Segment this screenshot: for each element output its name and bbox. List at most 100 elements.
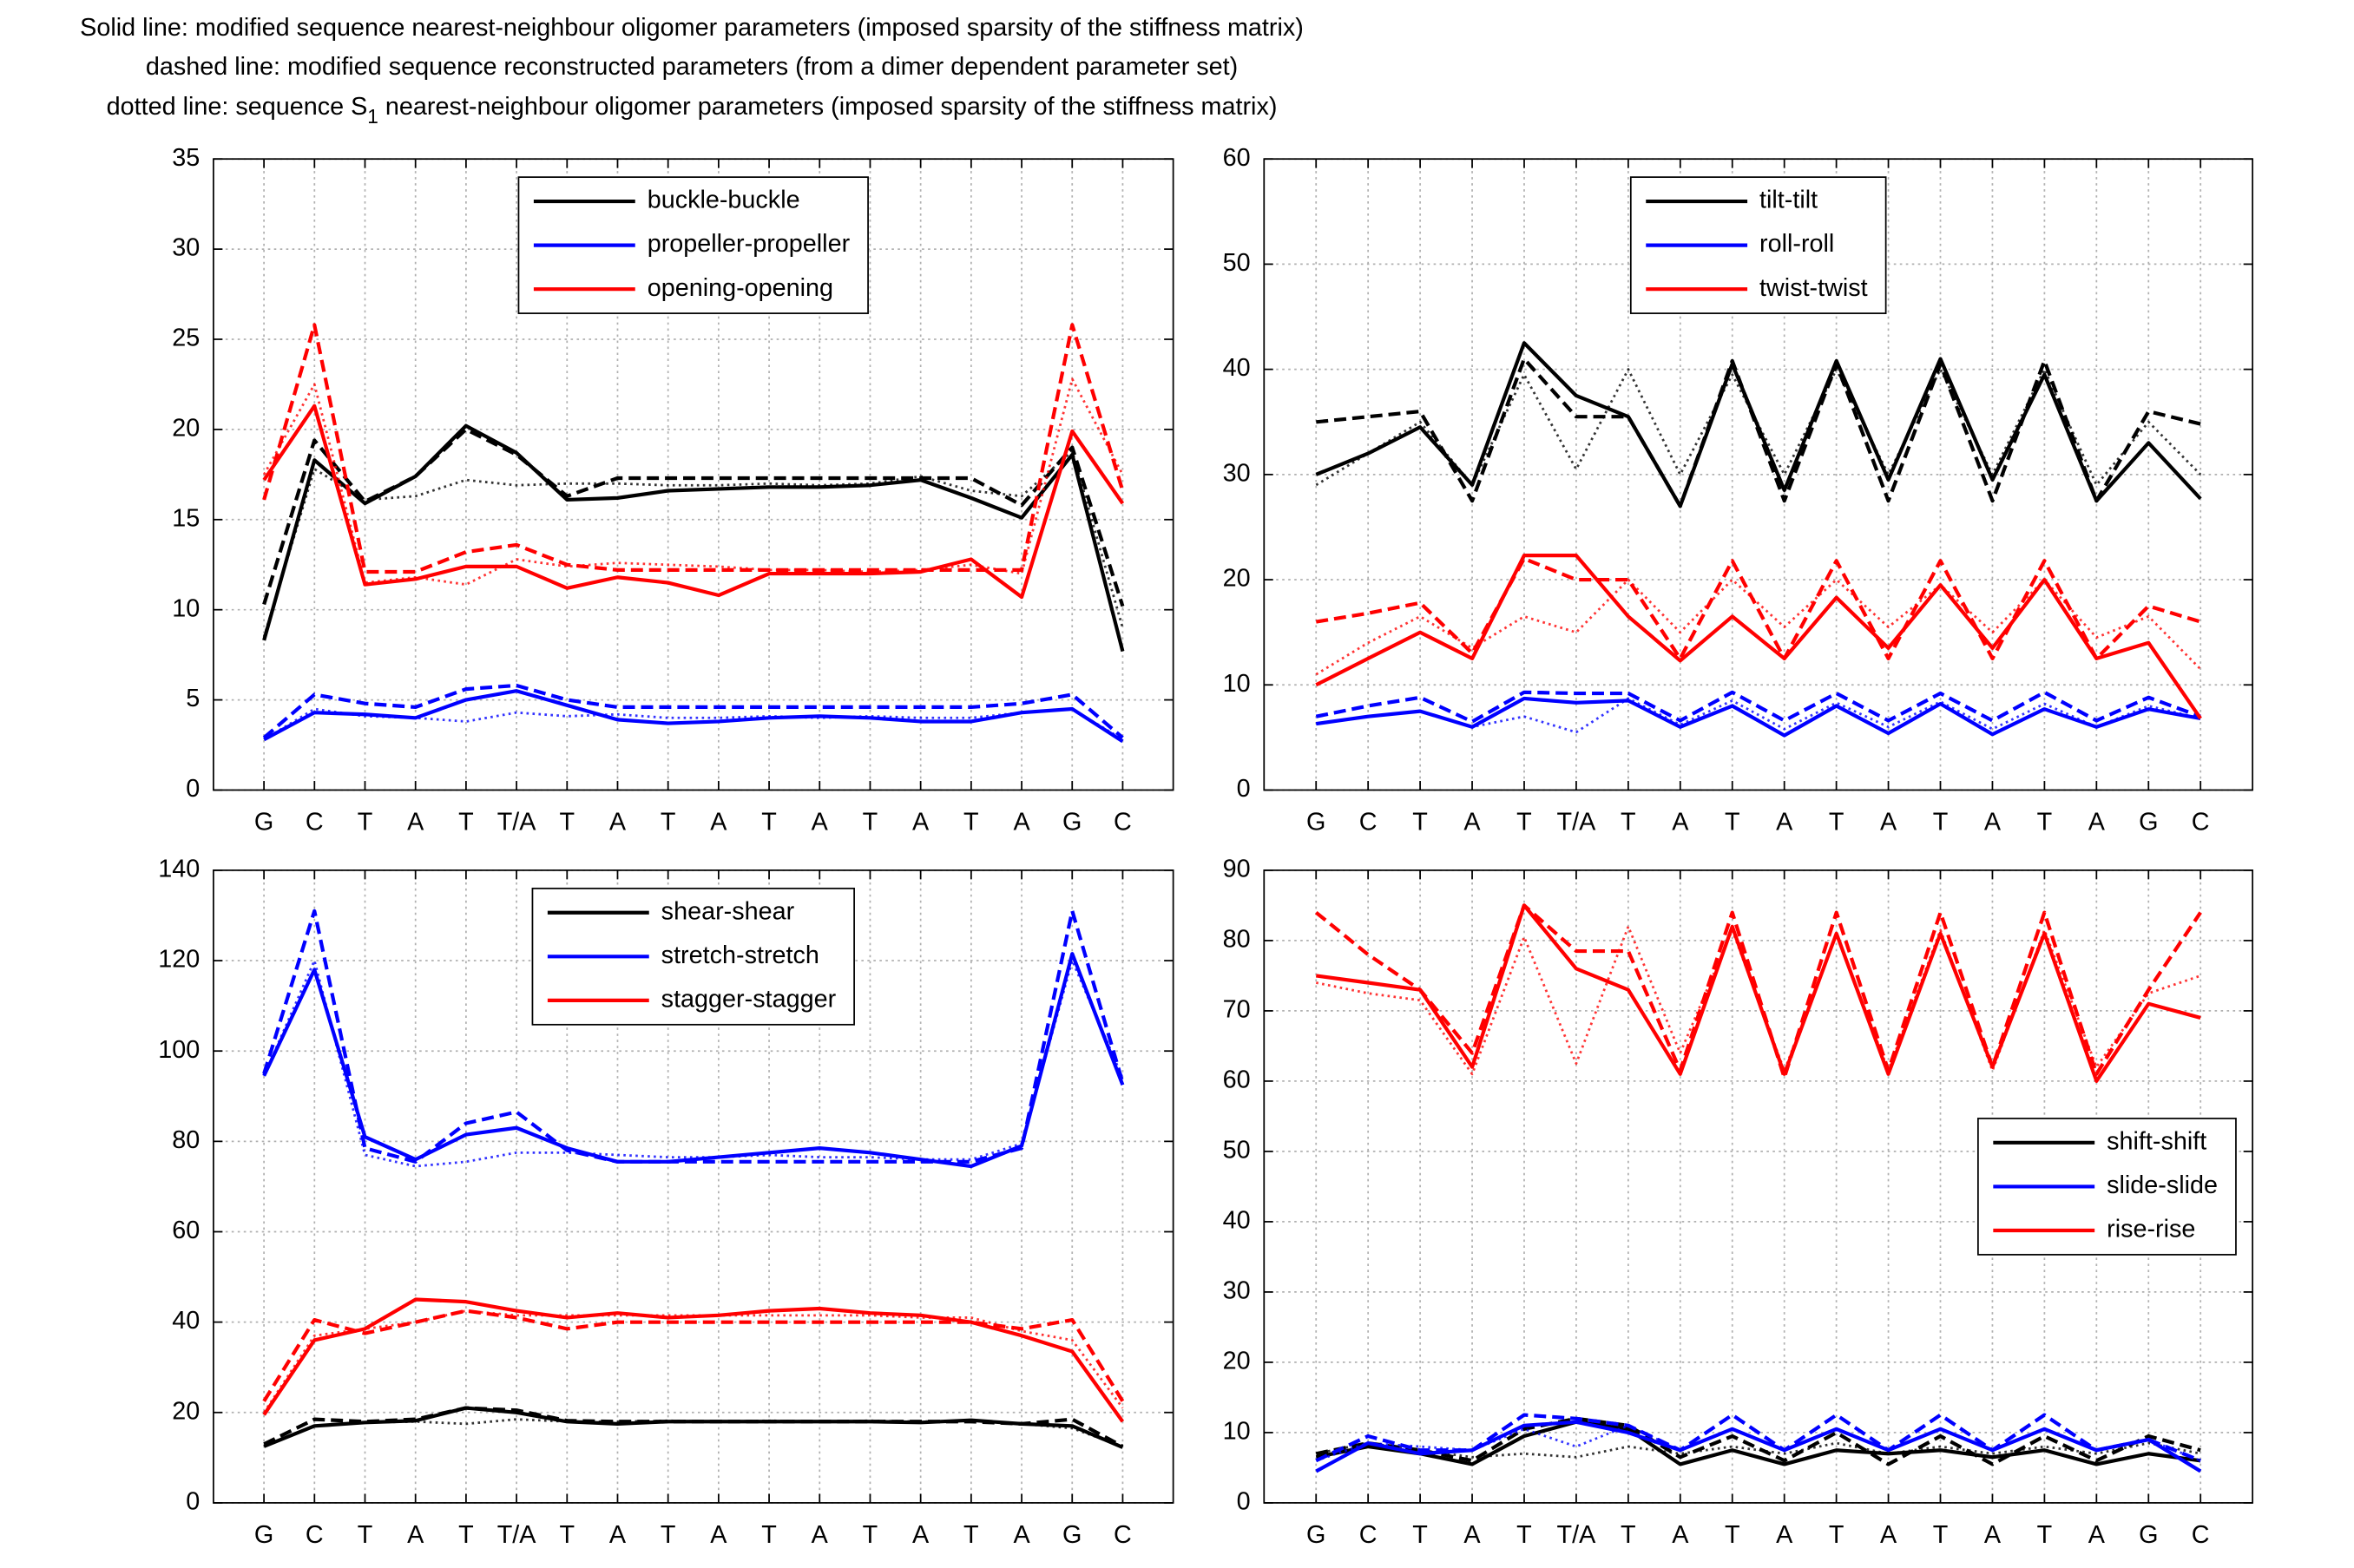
x-tick-label: T	[963, 1521, 979, 1549]
x-tick-label: G	[1306, 1521, 1325, 1549]
legend-label: twist-twist	[1759, 274, 1868, 302]
y-tick-label: 25	[172, 325, 200, 352]
y-tick-label: 35	[172, 144, 200, 172]
series-line	[263, 1418, 1123, 1448]
series-line	[1315, 696, 2201, 738]
x-tick-label: T	[559, 1521, 575, 1549]
y-tick-label: 20	[1223, 1348, 1251, 1375]
series-line	[1314, 903, 2202, 1079]
series-line	[262, 952, 1125, 1169]
y-tick-label: 60	[1223, 1066, 1251, 1094]
y-tick-label: 0	[186, 775, 200, 803]
x-tick-label: A	[812, 808, 829, 836]
series-line	[1315, 1413, 2201, 1463]
y-tick-label: 60	[172, 1217, 200, 1244]
axes-box	[1263, 869, 2254, 1504]
legend-label: tilt-tilt	[1759, 187, 1818, 214]
series-line	[262, 1297, 1125, 1423]
y-tick-label: 5	[186, 685, 200, 712]
y-tick-label: 20	[172, 1397, 200, 1425]
series-line	[262, 323, 1125, 574]
y-tick-label: 50	[1223, 249, 1251, 277]
x-tick-label: A	[2088, 1521, 2106, 1549]
series-line	[262, 683, 1124, 739]
x-tick-label: G	[1306, 808, 1325, 836]
y-tick-label: 80	[172, 1126, 200, 1154]
series-line	[262, 427, 1125, 607]
legend: tilt-tilt roll-roll twist-twist	[1629, 176, 1887, 314]
y-tick-label: 100	[158, 1036, 200, 1064]
x-tick-label: T	[1933, 808, 1949, 836]
y-tick-label: 40	[1223, 354, 1251, 382]
x-tick-label: T	[661, 808, 676, 836]
y-tick-label: 10	[172, 594, 200, 622]
series-line	[1315, 1420, 2201, 1466]
x-tick-label: G	[254, 808, 273, 836]
x-tick-label: C	[2192, 1521, 2210, 1549]
y-tick-label: 20	[1223, 565, 1251, 593]
y-tick-label: 20	[172, 414, 200, 442]
y-tick-label: 40	[172, 1307, 200, 1335]
x-tick-label: T	[1516, 808, 1532, 836]
x-tick-label: T	[1725, 1521, 1740, 1549]
x-tick-label: T	[559, 808, 575, 836]
x-tick-label: T	[1412, 1521, 1428, 1549]
y-tick-label: 140	[158, 856, 200, 883]
x-tick-label: T	[358, 808, 373, 836]
x-tick-label: A	[1672, 1521, 1689, 1549]
y-tick-label: 0	[186, 1488, 200, 1516]
series-line	[262, 423, 1125, 653]
series-line	[262, 377, 1124, 587]
series-line	[263, 1406, 1124, 1449]
y-tick-label: 30	[172, 234, 200, 262]
x-tick-label: A	[1776, 1521, 1793, 1549]
x-tick-label: T	[661, 1521, 676, 1549]
caption-text: nearest-neighbour oligomer parameters (i…	[378, 93, 1277, 121]
y-tick-label: 15	[172, 504, 200, 532]
x-tick-label: T/A	[1557, 1521, 1597, 1549]
y-tick-label: 40	[1223, 1207, 1251, 1235]
caption-line: Solid line: modified sequence nearest-ne…	[80, 14, 1304, 42]
x-tick-label: A	[1880, 808, 1897, 836]
x-tick-label: G	[2139, 1521, 2158, 1549]
y-tick-label: 50	[1223, 1137, 1251, 1165]
x-tick-label: A	[609, 1521, 627, 1549]
x-tick-label: T	[1829, 808, 1844, 836]
x-tick-label: T	[1516, 1521, 1532, 1549]
x-tick-label: T	[761, 1521, 777, 1549]
axes-box	[213, 158, 1174, 791]
x-tick-label: T	[458, 808, 474, 836]
legend-label: shear-shear	[661, 897, 795, 925]
caption-line: dashed line: modified sequence reconstru…	[146, 53, 1238, 81]
series-line	[1315, 1424, 2201, 1462]
legend-label: propeller-propeller	[648, 230, 851, 258]
x-tick-label: G	[1062, 1521, 1082, 1549]
y-tick-label: 120	[158, 946, 200, 974]
x-tick-label: T	[1621, 808, 1636, 836]
legend-label: rise-rise	[2107, 1216, 2195, 1243]
x-tick-label: C	[306, 808, 324, 836]
series-line	[262, 1309, 1124, 1414]
legend-label: shift-shift	[2107, 1127, 2206, 1155]
legend: buckle-buckle propeller-propeller opening-…	[517, 176, 869, 314]
series-line	[262, 909, 1125, 1164]
x-tick-label: T/A	[497, 1521, 537, 1549]
caption-text: dotted line: sequence S	[107, 93, 368, 121]
series-line	[1315, 1416, 2201, 1466]
legend-label: opening-opening	[648, 274, 833, 302]
series-line	[1316, 697, 2201, 734]
series-line	[1315, 690, 2201, 724]
x-tick-label: A	[710, 808, 727, 836]
x-tick-label: A	[1013, 808, 1030, 836]
x-tick-label: T	[2037, 808, 2053, 836]
x-tick-label: A	[912, 1521, 930, 1549]
x-tick-label: T/A	[1557, 808, 1597, 836]
x-tick-label: C	[1114, 1521, 1132, 1549]
y-tick-label: 30	[1223, 459, 1251, 487]
legend-label: buckle-buckle	[648, 187, 800, 214]
x-tick-label: C	[2192, 808, 2210, 836]
x-tick-label: T	[863, 1521, 878, 1549]
x-tick-label: T	[1621, 1521, 1636, 1549]
